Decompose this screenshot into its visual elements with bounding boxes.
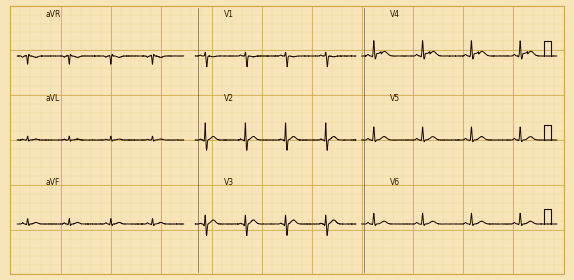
Text: aVR: aVR bbox=[46, 10, 61, 19]
Text: V4: V4 bbox=[390, 10, 401, 19]
Text: V2: V2 bbox=[224, 94, 234, 103]
Text: V5: V5 bbox=[390, 94, 401, 103]
Text: V3: V3 bbox=[224, 178, 234, 187]
Text: V6: V6 bbox=[390, 178, 401, 187]
Text: aVL: aVL bbox=[46, 94, 60, 103]
Text: V1: V1 bbox=[224, 10, 234, 19]
Text: aVF: aVF bbox=[46, 178, 60, 187]
